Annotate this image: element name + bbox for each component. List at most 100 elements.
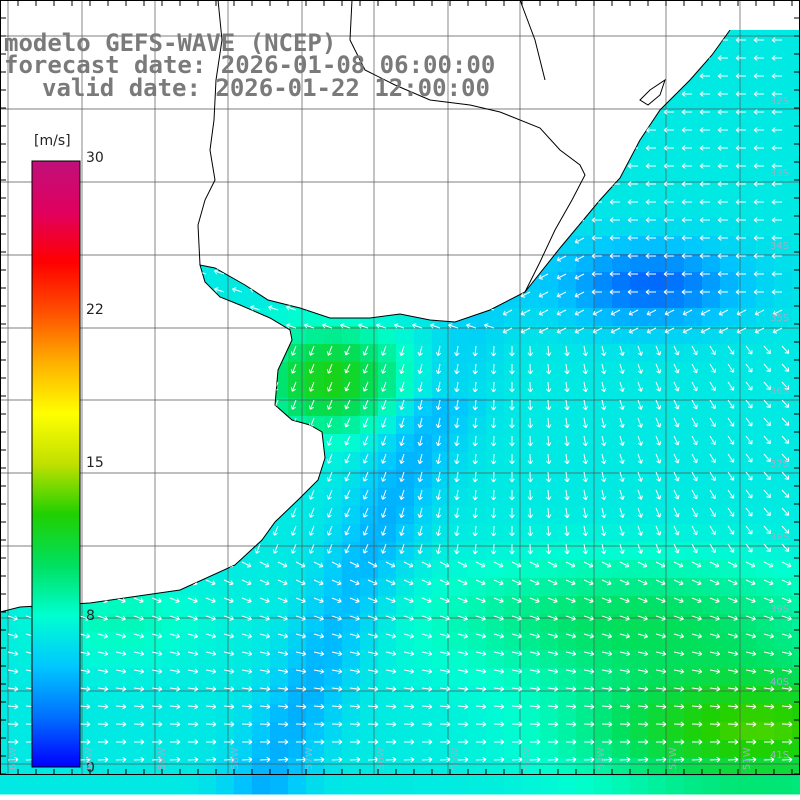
wind-arrow bbox=[349, 721, 361, 728]
wind-arrow bbox=[753, 199, 764, 205]
wind-arrow bbox=[565, 597, 576, 604]
field-cell bbox=[630, 308, 649, 327]
wind-arrow bbox=[205, 703, 217, 710]
wind-arrow bbox=[259, 650, 271, 657]
wind-arrow bbox=[564, 507, 570, 519]
wind-arrow bbox=[475, 615, 486, 621]
field-cell bbox=[612, 686, 631, 705]
wind-arrow bbox=[331, 579, 342, 586]
wind-arrow bbox=[277, 686, 289, 692]
field-cell bbox=[234, 200, 253, 219]
field-cell bbox=[486, 668, 505, 687]
wind-arrow bbox=[582, 471, 589, 483]
field-cell bbox=[540, 110, 559, 129]
field-cell bbox=[756, 362, 775, 381]
wind-arrow bbox=[454, 345, 460, 357]
field-cell bbox=[414, 290, 433, 309]
wind-arrow bbox=[591, 73, 602, 79]
field-cell bbox=[252, 398, 271, 417]
wind-arrow bbox=[448, 161, 459, 167]
wind-arrow bbox=[619, 345, 625, 356]
field-cell bbox=[630, 686, 649, 705]
wind-arrow bbox=[214, 197, 225, 203]
field-cell bbox=[342, 722, 361, 741]
wind-arrow bbox=[699, 163, 710, 169]
wind-arrow bbox=[277, 579, 288, 586]
wind-arrow bbox=[340, 125, 351, 131]
wind-arrow bbox=[110, 489, 117, 500]
field-cell bbox=[126, 632, 145, 651]
field-cell bbox=[90, 236, 109, 255]
field-cell bbox=[648, 146, 667, 165]
wind-arrow bbox=[717, 73, 728, 79]
field-cell bbox=[738, 128, 757, 147]
wind-arrow bbox=[781, 721, 793, 728]
field-cell bbox=[486, 236, 505, 255]
wind-arrow bbox=[457, 668, 469, 674]
field-cell bbox=[378, 614, 397, 633]
wind-arrow bbox=[358, 143, 369, 149]
wind-arrow bbox=[583, 561, 594, 568]
wind-arrow bbox=[241, 561, 252, 568]
field-cell bbox=[234, 614, 253, 633]
wind-arrow bbox=[376, 143, 387, 149]
wind-arrow bbox=[645, 181, 656, 187]
field-cell bbox=[180, 326, 199, 345]
wind-arrow bbox=[556, 183, 567, 190]
wind-arrow bbox=[16, 215, 27, 221]
wind-arrow bbox=[399, 543, 405, 554]
field-cell bbox=[54, 776, 73, 795]
wind-arrow bbox=[16, 143, 27, 149]
field-cell bbox=[486, 632, 505, 651]
wind-arrow bbox=[727, 543, 735, 553]
field-cell bbox=[216, 434, 235, 453]
field-cell bbox=[90, 164, 109, 183]
field-cell bbox=[576, 182, 595, 201]
field-cell bbox=[504, 722, 523, 741]
wind-arrow bbox=[753, 163, 764, 169]
wind-arrow bbox=[367, 668, 379, 674]
wind-arrow bbox=[520, 309, 531, 316]
wind-arrow bbox=[435, 507, 442, 519]
wind-arrow bbox=[454, 453, 460, 465]
wind-arrow bbox=[322, 305, 333, 311]
field-cell bbox=[252, 164, 271, 183]
field-cell bbox=[108, 308, 127, 327]
wind-arrow bbox=[146, 399, 153, 410]
wind-arrow bbox=[20, 471, 27, 482]
wind-arrow bbox=[205, 561, 216, 568]
field-cell bbox=[234, 776, 253, 795]
field-cell bbox=[270, 254, 289, 273]
wind-arrow bbox=[394, 269, 405, 275]
field-cell bbox=[180, 506, 199, 525]
wind-arrow bbox=[92, 525, 99, 536]
field-cell bbox=[270, 614, 289, 633]
wind-arrow bbox=[2, 525, 9, 536]
field-cell bbox=[774, 506, 793, 525]
field-cell bbox=[702, 56, 721, 75]
field-cell bbox=[792, 686, 800, 705]
wind-arrow bbox=[547, 561, 558, 568]
wind-arrow bbox=[272, 417, 279, 428]
field-cell bbox=[216, 362, 235, 381]
field-cell bbox=[288, 776, 307, 795]
field-cell bbox=[738, 668, 757, 687]
wind-arrow bbox=[272, 543, 279, 554]
field-cell bbox=[252, 128, 271, 147]
field-cell bbox=[324, 254, 343, 273]
field-cell bbox=[648, 218, 667, 237]
wind-arrow bbox=[699, 73, 710, 79]
field-cell bbox=[162, 182, 181, 201]
wind-arrow bbox=[417, 507, 423, 519]
field-cell bbox=[648, 758, 667, 777]
field-cell bbox=[90, 254, 109, 273]
wind-arrow bbox=[241, 721, 253, 728]
field-cell bbox=[774, 650, 793, 669]
wind-arrow bbox=[645, 163, 656, 169]
field-cell bbox=[414, 362, 433, 381]
field-cell bbox=[234, 146, 253, 165]
wind-arrow bbox=[763, 579, 774, 586]
field-cell bbox=[126, 758, 145, 777]
field-cell bbox=[576, 38, 595, 57]
wind-arrow bbox=[326, 417, 333, 428]
